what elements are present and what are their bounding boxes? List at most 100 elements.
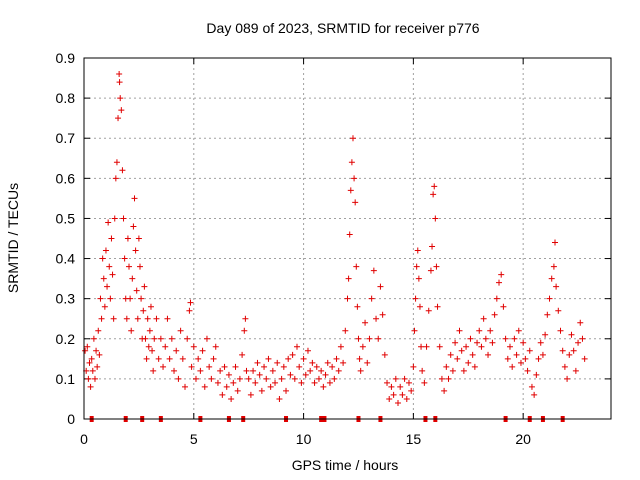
data-point — [333, 355, 340, 362]
data-point — [134, 315, 141, 322]
data-point — [121, 255, 128, 262]
data-point — [133, 287, 140, 294]
data-point — [368, 295, 375, 302]
data-point — [544, 311, 551, 318]
data-point — [482, 335, 489, 342]
data-point — [99, 255, 106, 262]
data-point — [184, 335, 191, 342]
data-point — [345, 275, 352, 282]
data-point — [326, 379, 333, 386]
data-point — [304, 347, 311, 354]
data-point — [436, 343, 443, 350]
data-point — [123, 315, 130, 322]
data-point — [496, 279, 503, 286]
data-point — [561, 363, 568, 370]
data-point — [223, 383, 230, 390]
data-point — [203, 335, 210, 342]
data-point — [498, 271, 505, 278]
data-point — [522, 355, 529, 362]
data-point — [263, 375, 270, 382]
data-point — [87, 383, 94, 390]
data-point — [219, 391, 226, 398]
data-point — [228, 395, 235, 402]
data-point — [408, 387, 415, 394]
data-point — [474, 339, 481, 346]
y-tick-label: 0.2 — [56, 331, 76, 347]
data-point — [256, 371, 263, 378]
data-point — [162, 343, 169, 350]
data-point — [575, 339, 582, 346]
y-tick-label: 0.6 — [56, 170, 76, 186]
data-point — [82, 347, 89, 354]
data-point — [375, 335, 382, 342]
data-point — [388, 383, 395, 390]
data-point — [300, 355, 307, 362]
data-point — [349, 135, 356, 142]
data-point — [252, 379, 259, 386]
data-point — [421, 379, 428, 386]
data-point — [313, 363, 320, 370]
data-point — [105, 219, 112, 226]
x-tick-label: 10 — [296, 431, 312, 447]
data-point — [173, 347, 180, 354]
data-point — [509, 363, 516, 370]
data-point — [456, 327, 463, 334]
data-point — [364, 359, 371, 366]
data-point — [245, 375, 252, 382]
y-axis-label: SRMTID / TECUs — [5, 183, 21, 293]
data-point — [513, 351, 520, 358]
data-point — [331, 375, 338, 382]
y-tick-label: 0.3 — [56, 291, 76, 307]
data-point — [506, 343, 513, 350]
data-point — [110, 315, 117, 322]
data-point — [106, 263, 113, 270]
data-point — [247, 391, 254, 398]
data-point — [265, 355, 272, 362]
data-point — [487, 327, 494, 334]
data-point — [423, 343, 430, 350]
data-point — [93, 347, 100, 354]
data-point — [296, 363, 303, 370]
data-point — [517, 359, 524, 366]
data-point — [187, 299, 194, 306]
data-point — [261, 363, 268, 370]
data-point — [416, 303, 423, 310]
data-point — [214, 379, 221, 386]
data-point — [188, 363, 195, 370]
data-point — [362, 319, 369, 326]
x-tick-label: 15 — [406, 431, 422, 447]
data-point — [115, 115, 122, 122]
data-point — [401, 375, 408, 382]
data-point — [309, 359, 316, 366]
data-point — [96, 351, 103, 358]
data-point — [489, 339, 496, 346]
data-point — [432, 215, 439, 222]
x-tick-label: 20 — [515, 431, 531, 447]
data-point — [232, 363, 239, 370]
data-point — [465, 359, 472, 366]
data-point — [467, 335, 474, 342]
data-point — [221, 363, 228, 370]
data-point — [430, 191, 437, 198]
data-point — [97, 295, 104, 302]
data-point — [434, 303, 441, 310]
data-point — [476, 327, 483, 334]
data-point — [418, 343, 425, 350]
data-point — [324, 359, 331, 366]
data-point — [84, 343, 91, 350]
data-point — [425, 307, 432, 314]
data-point — [234, 387, 241, 394]
data-point — [212, 343, 219, 350]
data-point — [427, 267, 434, 274]
data-point — [186, 307, 193, 314]
data-point — [504, 355, 511, 362]
data-point — [175, 375, 182, 382]
data-point — [113, 159, 120, 166]
data-point — [149, 347, 156, 354]
data-point — [553, 283, 560, 290]
data-point — [318, 367, 325, 374]
data-point — [322, 371, 329, 378]
data-point — [539, 351, 546, 358]
data-point — [206, 363, 213, 370]
data-point — [141, 283, 148, 290]
